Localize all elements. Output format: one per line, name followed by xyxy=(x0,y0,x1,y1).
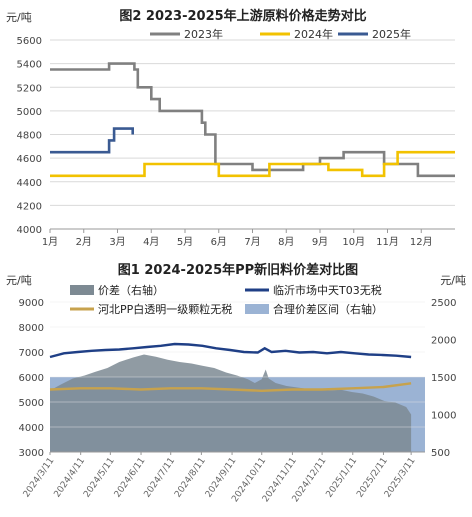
chart1-y-axis-label: 元/吨 xyxy=(6,11,32,24)
chart1-x-tick-label: 2月 xyxy=(76,236,92,248)
chart2-y-tick-label-right: 500 xyxy=(431,448,450,459)
chart1-x-tick-label: 9月 xyxy=(312,236,328,248)
chart1-y-tick-label: 5000 xyxy=(17,107,42,118)
chart2-y-tick-label-left: 9000 xyxy=(19,298,44,309)
chart1-legend-label: 2024年 xyxy=(294,27,333,41)
chart2-y-tick-label-left: 6000 xyxy=(19,373,44,384)
chart2-y-tick-label-right: 1500 xyxy=(431,373,456,384)
chart1-x-tick-label: 11月 xyxy=(376,236,399,248)
chart1-y-tick-label: 5200 xyxy=(17,83,42,94)
chart2-series-line-临沂市场中天T03无税 xyxy=(49,342,412,359)
chart2-y-tick-label-left: 5000 xyxy=(19,398,44,409)
chart2-legend-label: 河北PP白透明一级颗粒无税 xyxy=(98,302,232,316)
chart2-spread-area xyxy=(50,354,412,452)
chart1-x-tick-label: 12月 xyxy=(410,236,433,248)
chart2-y-tick-label-right: 2000 xyxy=(431,336,456,347)
chart2-legend-swatch xyxy=(245,304,269,314)
chart2-series-line-河北PP白透明一级颗粒无税 xyxy=(49,382,412,393)
chart1-x-tick-label: 6月 xyxy=(211,236,227,248)
chart1-series-line-2023年 xyxy=(50,62,455,178)
chart2-legend-swatch xyxy=(70,285,94,295)
chart1-legend-label: 2023年 xyxy=(184,27,223,41)
chart1-x-tick-label: 8月 xyxy=(278,236,294,248)
chart2-y-axis-label-right: 元/吨 xyxy=(440,274,466,287)
chart-pp-new-old-price-spread: 图1 2024-2025年PP新旧料价差对比图元/吨 元/吨 3000 4000 500… xyxy=(0,258,472,513)
chart1-x-tick-label: 4月 xyxy=(143,236,159,248)
chart1-y-tick-label: 4000 xyxy=(17,225,42,236)
chart2-legend-label: 价差（右轴） xyxy=(98,283,164,297)
chart2-x-tick-label: 2025/1/11 xyxy=(325,456,360,500)
chart1-svg: 图2 2023-2025年上游原料价格走势对比 元/吨 4000 4200 4400 46… xyxy=(6,8,455,248)
chart1-legend-label: 2025年 xyxy=(372,27,411,41)
chart1-title: 图2 2023-2025年上游原料价格走势对比 xyxy=(119,8,366,24)
chart2-x-tick-label: 2024/5/11 xyxy=(82,456,117,500)
chart2-title: 图1 2024-2025年PP新旧料价差对比图 xyxy=(118,262,358,278)
chart1-series-line-2025年 xyxy=(50,127,134,154)
chart1-y-tick-label: 5400 xyxy=(17,60,42,71)
chart2-y-tick-label-left: 3000 xyxy=(19,448,44,459)
chart1-series-line-2024年 xyxy=(50,150,455,178)
chart-2023-2025-raw-material-price: 图2 2023-2025年上游原料价格走势对比 元/吨 4000 4200 4400 46… xyxy=(0,0,472,258)
chart2-y-tick-label-left: 8000 xyxy=(19,323,44,334)
chart2-y-tick-label-left: 4000 xyxy=(19,423,44,434)
chart1-x-tick-label: 7月 xyxy=(244,236,260,248)
chart2-x-tick-label: 2024/8/11 xyxy=(173,456,208,500)
chart2-x-tick-label: 2024/3/11 xyxy=(22,456,57,500)
chart2-x-tick-label: 2024/7/11 xyxy=(143,456,178,500)
chart2-y-tick-label-left: 7000 xyxy=(19,348,44,359)
chart1-y-tick-label: 4600 xyxy=(17,154,42,165)
chart1-y-tick-label: 4200 xyxy=(17,201,42,212)
chart1-y-tick-label: 4400 xyxy=(17,178,42,189)
chart2-legend-label: 临沂市场中天T03无税 xyxy=(273,283,382,297)
chart1-x-tick-label: 3月 xyxy=(109,236,125,248)
chart2-y-tick-label-right: 2500 xyxy=(431,298,456,309)
chart1-x-tick-label: 10月 xyxy=(342,236,365,248)
chart2-legend-label: 合理价差区间（右轴） xyxy=(273,302,383,316)
chart1-y-tick-label: 5600 xyxy=(17,36,42,47)
chart2-y-axis-label-left: 元/吨 xyxy=(6,274,32,287)
chart2-y-tick-label-right: 1000 xyxy=(431,411,456,422)
chart1-y-tick-label: 4800 xyxy=(17,131,42,142)
chart1-x-tick-label: 1月 xyxy=(42,236,58,248)
chart1-x-tick-label: 5月 xyxy=(177,236,193,248)
